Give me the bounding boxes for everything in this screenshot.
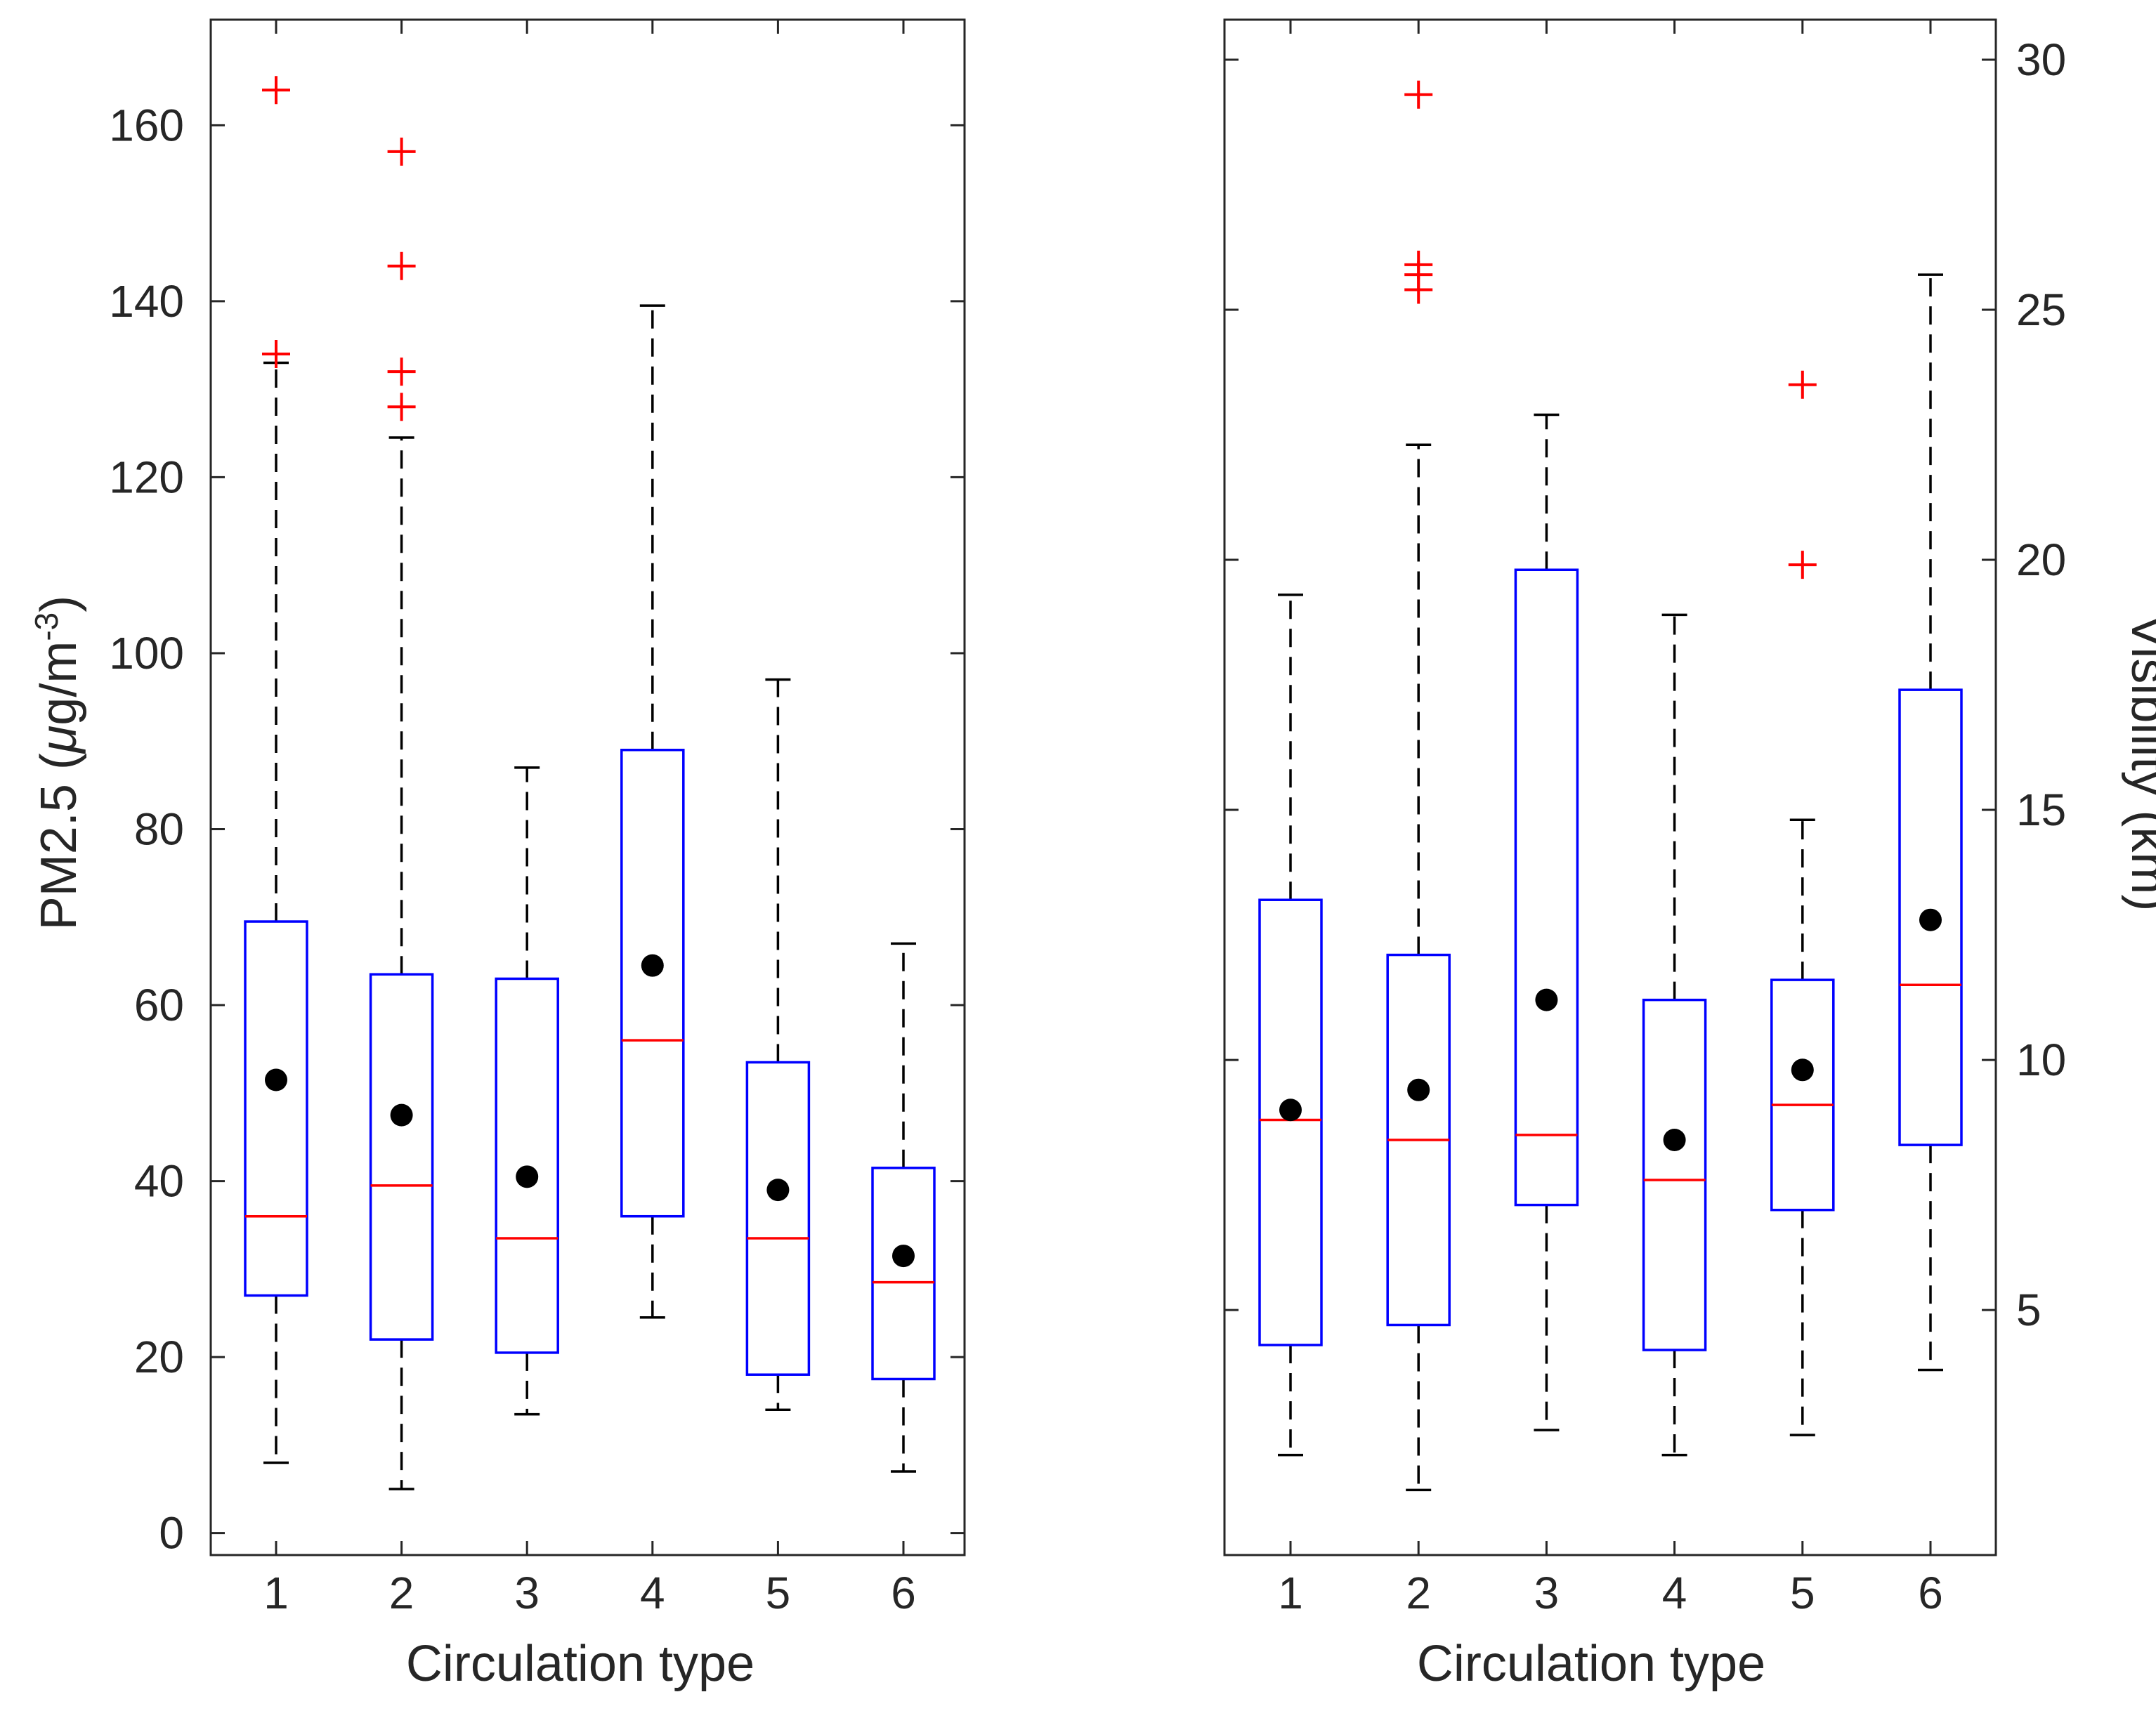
pm25-y-label-exponent: -3 <box>28 612 65 641</box>
visibility-box-iqr <box>1770 978 1835 1212</box>
pm25-box-iqr <box>620 749 685 1218</box>
pm25-box-iqr <box>745 1061 811 1376</box>
visibility-outlier-marker <box>1788 370 1817 399</box>
pm25-x-tick-label: 4 <box>640 1568 665 1618</box>
visibility-mean-marker <box>1535 988 1558 1011</box>
visibility-mean-marker <box>1407 1078 1430 1101</box>
pm25-y-label-mu: μ <box>31 726 87 754</box>
pm25-boxplot-panel: Circulation type PM2.5 (μg/m-3) 0 20 40 60 8… <box>28 18 966 1692</box>
pm25-y-tick-label: 140 <box>109 276 184 327</box>
visibility-y-axis-label: Visibility (km) <box>2121 615 2156 912</box>
pm25-mean-marker <box>641 954 664 977</box>
pm25-box-iqr <box>495 977 559 1354</box>
visibility-box-iqr <box>1642 998 1707 1351</box>
pm25-y-label-unit: g/m <box>31 641 87 726</box>
pm25-mean-marker <box>516 1165 539 1188</box>
pm25-outlier-marker <box>387 393 416 421</box>
pm25-x-tick-label: 5 <box>766 1568 791 1618</box>
pm25-x-tick-label: 2 <box>389 1568 414 1618</box>
pm25-mean-marker <box>766 1179 790 1202</box>
visibility-x-axis-label: Circulation type <box>1417 1636 1765 1692</box>
visibility-outlier-marker <box>1788 551 1817 579</box>
pm25-y-tick-label: 120 <box>109 452 184 502</box>
pm25-axes-frame <box>209 18 966 1556</box>
visibility-y-tick-label: 30 <box>2016 34 2066 85</box>
visibility-box-iqr <box>1514 568 1579 1207</box>
visibility-y-tick-label: 15 <box>2016 785 2066 835</box>
visibility-y-tick-label: 10 <box>2016 1035 2066 1085</box>
visibility-x-tick-label: 3 <box>1534 1568 1560 1618</box>
visibility-mean-marker <box>1919 908 1942 931</box>
visibility-outlier-marker <box>1404 80 1433 109</box>
pm25-x-tick-label: 6 <box>891 1568 916 1618</box>
pm25-box-iqr <box>244 920 308 1297</box>
visibility-x-tick-label: 4 <box>1662 1568 1687 1618</box>
pm25-x-tick-label: 1 <box>263 1568 289 1618</box>
pm25-y-label-close: ) <box>31 596 87 612</box>
visibility-boxplot-panel: Circulation type Visibility (km) 5101520… <box>1223 18 2156 1692</box>
visibility-x-tick-label: 5 <box>1790 1568 1815 1618</box>
pm25-box-iqr <box>369 973 434 1341</box>
pm25-x-axis-label: Circulation type <box>406 1636 754 1692</box>
pm25-y-tick-label: 0 <box>159 1508 184 1559</box>
pm25-mean-marker <box>390 1103 413 1127</box>
visibility-mean-marker <box>1279 1099 1302 1122</box>
visibility-outlier-marker <box>1404 250 1433 279</box>
visibility-y-tick-label: 5 <box>2016 1285 2041 1335</box>
visibility-y-tick-label: 25 <box>2016 284 2066 335</box>
pm25-y-tick-label: 100 <box>109 628 184 678</box>
pm25-outlier-marker <box>387 358 416 386</box>
pm25-x-tick-label: 3 <box>514 1568 540 1618</box>
pm25-outlier-marker <box>387 137 416 166</box>
pm25-y-tick-label: 20 <box>134 1332 184 1382</box>
pm25-box-iqr <box>871 1167 936 1381</box>
visibility-x-tick-label: 2 <box>1406 1568 1431 1618</box>
pm25-mean-marker <box>265 1068 287 1091</box>
visibility-y-tick-label: 20 <box>2016 535 2066 585</box>
pm25-outlier-marker <box>262 76 290 105</box>
pm25-y-axis-label: PM2.5 (μg/m-3) <box>28 596 87 930</box>
visibility-mean-marker <box>1663 1128 1686 1151</box>
pm25-outlier-marker <box>262 340 290 369</box>
pm25-y-tick-label: 80 <box>134 804 184 855</box>
visibility-box-iqr <box>1898 688 1963 1146</box>
visibility-axes-frame <box>1223 18 1997 1556</box>
visibility-mean-marker <box>1791 1058 1814 1082</box>
pm25-y-tick-label: 160 <box>109 100 184 150</box>
pm25-y-tick-label: 60 <box>134 980 184 1030</box>
pm25-outlier-marker <box>387 251 416 280</box>
pm25-y-label-main: PM2.5 ( <box>31 753 87 930</box>
visibility-x-tick-label: 1 <box>1278 1568 1303 1618</box>
pm25-mean-marker <box>892 1245 915 1268</box>
pm25-y-tick-label: 40 <box>134 1156 184 1207</box>
visibility-box-iqr <box>1258 898 1323 1346</box>
visibility-x-tick-label: 6 <box>1918 1568 1943 1618</box>
